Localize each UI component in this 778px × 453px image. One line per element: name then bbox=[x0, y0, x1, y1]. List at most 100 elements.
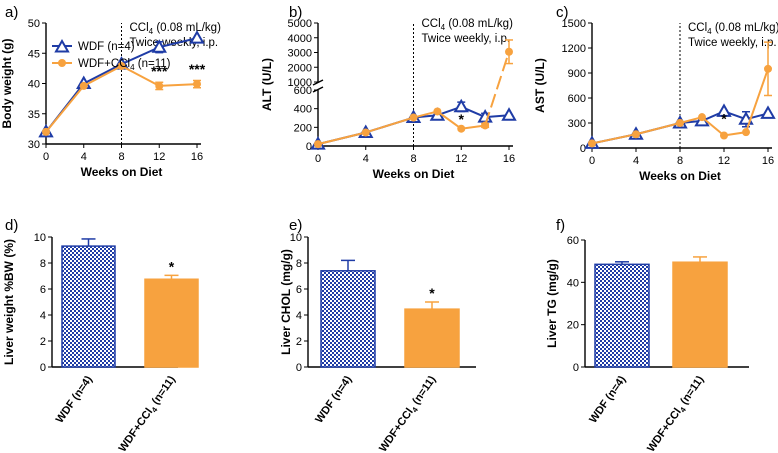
data-point-circle bbox=[433, 107, 442, 116]
y-tick-label: 2000 bbox=[288, 62, 312, 74]
data-point-triangle bbox=[453, 98, 469, 113]
data-point-circle bbox=[79, 81, 88, 90]
y-tick-label: 60 bbox=[567, 235, 579, 247]
series-segment bbox=[317, 131, 366, 146]
y-tick-label: 900 bbox=[568, 68, 586, 80]
y-tick-label: 4 bbox=[40, 310, 46, 322]
y-tick-label: 5000 bbox=[288, 18, 312, 30]
y-tick-label: 600 bbox=[568, 93, 586, 105]
data-point-circle bbox=[632, 130, 640, 139]
y-tick-label: 10 bbox=[290, 232, 302, 244]
bar-wdf-ccl4 bbox=[144, 278, 199, 368]
annotation-schedule: Twice weekly, i.p. bbox=[422, 33, 511, 45]
category-label: WDF+CCl4 (n=11) bbox=[117, 374, 180, 453]
panel-5: e) 0 2 4 6 8 10 Liver CHOL (mg/g) WDF (n=4) * WDF+… bbox=[279, 217, 476, 453]
y-tick-label: 50 bbox=[28, 18, 40, 30]
category-label: WDF+CCl4 (n=11) bbox=[645, 374, 708, 453]
x-tick-label: 4 bbox=[633, 155, 639, 167]
x-tick-label: 16 bbox=[503, 153, 515, 165]
y-tick-label: 0 bbox=[580, 143, 586, 155]
x-tick-label: 12 bbox=[153, 151, 165, 163]
data-point-circle bbox=[155, 81, 164, 90]
y-tick-label: 1500 bbox=[562, 18, 586, 30]
x-tick-label: 0 bbox=[43, 151, 49, 163]
y-tick-label: 2 bbox=[40, 336, 46, 348]
panel-3: c) 0 300 600 900 1200 1500 0 4 8 12 16 Weeks on Diet… bbox=[533, 4, 778, 183]
y-tick-label: 600 bbox=[294, 85, 312, 97]
data-point-triangle bbox=[189, 30, 205, 44]
y-tick-label: 0 bbox=[306, 141, 312, 153]
x-tick-label: 16 bbox=[762, 155, 774, 167]
x-tick-label: 0 bbox=[589, 155, 595, 167]
legend-label-ccl4: WDF+CCl4 (n=11) bbox=[78, 58, 171, 72]
x-tick-label: 0 bbox=[315, 153, 321, 165]
x-tick-label: 16 bbox=[191, 151, 203, 163]
data-point-circle bbox=[361, 128, 370, 137]
data-point-circle bbox=[457, 124, 466, 133]
y-tick-label: 6 bbox=[40, 284, 46, 296]
x-tick-label: 8 bbox=[118, 151, 124, 163]
panel-6: f) 0 20 40 60 Liver TG (mg/g) WDF (n=4) WDF+CCl… bbox=[545, 217, 749, 453]
panel-label: f) bbox=[556, 217, 565, 234]
series-segment bbox=[461, 124, 486, 130]
bar-wdf bbox=[61, 245, 116, 368]
category-label: WDF+CCl4 (n=11) bbox=[377, 374, 440, 453]
x-axis-title: Weeks on Diet bbox=[81, 165, 163, 179]
y-tick-label: 300 bbox=[568, 118, 586, 130]
annotation-ccl4-dose: CCl4 (0.08 mL/kg) bbox=[688, 22, 778, 36]
bar-wdf bbox=[594, 263, 650, 368]
significance-marker: * bbox=[169, 258, 175, 274]
panel-label: a) bbox=[5, 4, 18, 21]
significance-marker: * bbox=[459, 111, 465, 127]
y-tick-label: 400 bbox=[294, 104, 312, 116]
data-point-circle bbox=[588, 139, 596, 148]
data-point-circle bbox=[481, 121, 490, 130]
y-tick-label: 8 bbox=[296, 258, 302, 270]
data-point-circle bbox=[764, 64, 772, 73]
annotation-schedule: Twice weekly, i.p. bbox=[688, 37, 777, 49]
significance-marker: * bbox=[429, 285, 435, 301]
y-tick-label: 200 bbox=[294, 122, 312, 134]
y-tick-label: 20 bbox=[567, 320, 579, 332]
data-point-triangle bbox=[151, 39, 167, 53]
x-tick-label: 8 bbox=[677, 155, 683, 167]
y-tick-label: 8 bbox=[40, 258, 46, 270]
data-point-triangle bbox=[716, 103, 732, 117]
series-segment bbox=[436, 110, 462, 130]
bar-wdf-ccl4 bbox=[672, 261, 728, 368]
panel-1: a) 30 35 40 45 50 0 4 8 12 16 Weeks on Diet Body wei… bbox=[0, 4, 221, 179]
x-tick-label: 4 bbox=[363, 153, 369, 165]
data-point-circle bbox=[676, 119, 684, 127]
y-tick-label: 35 bbox=[28, 109, 40, 121]
y-tick-label: 0 bbox=[296, 362, 302, 374]
data-point-circle bbox=[720, 131, 728, 140]
y-tick-label: 2 bbox=[296, 336, 302, 348]
annotation-ccl4-dose: CCl4 (0.08 mL/kg) bbox=[130, 22, 222, 36]
x-tick-label: 4 bbox=[81, 151, 87, 163]
y-tick-label: 0 bbox=[40, 362, 46, 374]
x-tick-label: 12 bbox=[718, 155, 730, 167]
y-tick-label: 1000 bbox=[288, 77, 312, 89]
data-point-triangle bbox=[760, 105, 776, 119]
bar-wdf bbox=[320, 270, 376, 368]
significance-marker: *** bbox=[189, 61, 206, 77]
y-tick-label: 1200 bbox=[562, 43, 586, 55]
x-tick-label: 8 bbox=[410, 153, 416, 165]
data-point-circle bbox=[742, 128, 750, 137]
data-point-circle bbox=[314, 140, 322, 149]
y-tick-label: 40 bbox=[567, 277, 579, 289]
category-label: WDF (n=4) bbox=[54, 374, 95, 426]
panel-label: d) bbox=[5, 217, 18, 234]
data-point-circle bbox=[193, 80, 201, 89]
y-axis-title: Liver CHOL (mg/g) bbox=[279, 249, 293, 355]
y-tick-label: 3000 bbox=[288, 48, 312, 60]
y-tick-label: 6 bbox=[296, 284, 302, 296]
y-tick-label: 40 bbox=[28, 79, 40, 91]
y-axis-title: AST (U/L) bbox=[533, 58, 547, 113]
annotation-ccl4-dose: CCl4 (0.08 mL/kg) bbox=[422, 18, 514, 32]
data-point-circle bbox=[698, 113, 706, 122]
bar-wdf-ccl4 bbox=[404, 308, 460, 368]
y-tick-label: 4000 bbox=[288, 33, 312, 45]
data-point-circle bbox=[409, 113, 418, 122]
